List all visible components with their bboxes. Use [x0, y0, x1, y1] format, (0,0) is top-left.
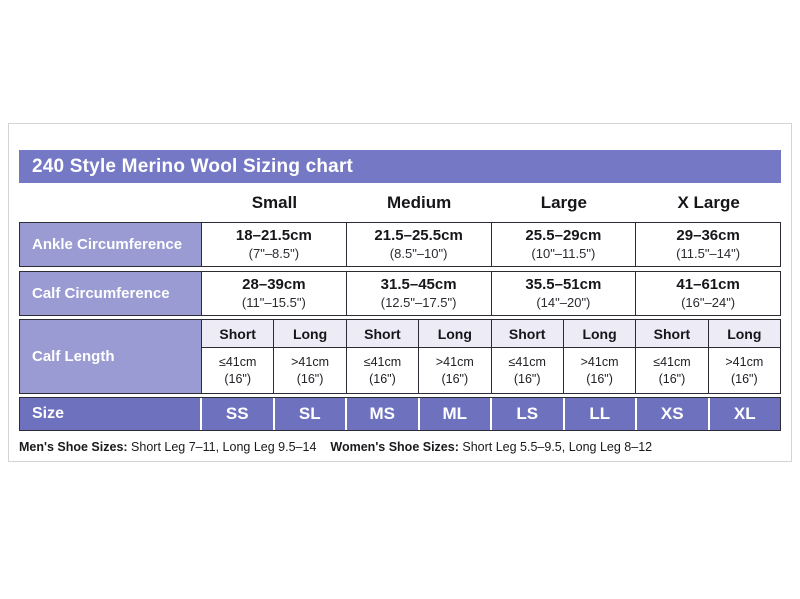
value-cm: 29–36cm	[676, 227, 740, 244]
value-inches: (14"–20")	[536, 294, 591, 310]
table-cell: >41cm (16")	[273, 348, 346, 393]
table-cell: 29–36cm (11.5"–14")	[635, 223, 780, 266]
calf-length-note: (16")	[296, 371, 324, 386]
calf-length-value: >41cm	[725, 355, 764, 370]
subheader-long: Long	[418, 320, 491, 347]
subheader-short: Short	[345, 320, 419, 347]
table-cell: ≤41cm (16")	[635, 348, 708, 393]
chart-title-bar: 240 Style Merino Wool Sizing chart	[19, 150, 781, 183]
table-row-calf-circumference: Calf Circumference 28–39cm (11"–15.5") 3…	[19, 271, 781, 316]
header-spacer	[19, 193, 202, 218]
size-cell-ml: ML	[417, 398, 491, 430]
sizing-table: Small Medium Large X Large Ankle Circumf…	[19, 193, 781, 431]
size-cell-sl: SL	[272, 398, 346, 430]
row-label-ankle-circumference: Ankle Circumference	[20, 223, 202, 266]
calf-length-value: >41cm	[435, 355, 474, 370]
calf-length-value: ≤41cm	[653, 355, 691, 370]
value-inches: (7"–8.5")	[248, 245, 300, 261]
table-cell: 18–21.5cm (7"–8.5")	[202, 223, 346, 266]
table-row-calf-length: Calf Length Short Long Short Long Short …	[19, 319, 781, 394]
subheader-long: Long	[562, 320, 636, 347]
calf-length-note: (16")	[224, 371, 252, 386]
value-cm: 21.5–25.5cm	[374, 227, 463, 244]
value-inches: (16"–24")	[681, 294, 736, 310]
ankle-values: 18–21.5cm (7"–8.5") 21.5–25.5cm (8.5"–10…	[202, 223, 780, 266]
table-cell: ≤41cm (16")	[202, 348, 274, 393]
size-column-header-row: Small Medium Large X Large	[19, 193, 781, 218]
value-inches: (11.5"–14")	[676, 245, 741, 261]
table-cell: >41cm (16")	[418, 348, 491, 393]
calf-length-value: ≤41cm	[363, 355, 402, 370]
size-values: SS SL MS ML LS LL XS XL	[202, 398, 780, 430]
table-cell: ≤41cm (16")	[345, 348, 419, 393]
value-inches: (11"–15.5")	[241, 294, 306, 310]
calf-length-subheader-row: Short Long Short Long Short Long Short L…	[202, 320, 780, 348]
column-header-medium: Medium	[387, 193, 452, 212]
table-cell: 35.5–51cm (14"–20")	[490, 272, 636, 315]
value-cm: 28–39cm	[242, 276, 306, 293]
calf-length-note: (16")	[513, 371, 541, 386]
calf-length-value: ≤41cm	[508, 355, 546, 370]
table-cell: 21.5–25.5cm (8.5"–10")	[345, 223, 491, 266]
calf-circumference-values: 28–39cm (11"–15.5") 31.5–45cm (12.5"–17.…	[202, 272, 780, 315]
calf-length-values: Short Long Short Long Short Long Short L…	[202, 320, 780, 393]
calf-length-note: (16")	[586, 371, 613, 386]
sizing-chart-card: 240 Style Merino Wool Sizing chart Small…	[8, 123, 792, 462]
calf-length-value: >41cm	[580, 355, 619, 370]
calf-length-value: >41cm	[291, 355, 329, 370]
table-cell: 25.5–29cm (10"–11.5")	[490, 223, 636, 266]
calf-length-note: (16")	[730, 371, 758, 386]
row-label-size: Size	[20, 398, 202, 430]
subheader-long: Long	[273, 320, 346, 347]
size-cell-ls: LS	[490, 398, 563, 430]
size-cell-ll: LL	[562, 398, 636, 430]
mens-shoe-sizes-label: Men's Shoe Sizes:	[19, 440, 128, 454]
table-cell: 28–39cm (11"–15.5")	[202, 272, 346, 315]
calf-length-value-row: ≤41cm (16") >41cm (16") ≤41cm (16") >4	[202, 348, 780, 393]
chart-title: 240 Style Merino Wool Sizing chart	[32, 155, 354, 177]
value-cm: 41–61cm	[676, 276, 740, 293]
value-cm: 18–21.5cm	[235, 227, 312, 244]
value-cm: 31.5–45cm	[380, 276, 457, 293]
row-label-calf-length: Calf Length	[20, 320, 202, 393]
value-cm: 25.5–29cm	[525, 227, 602, 244]
table-cell: >41cm (16")	[562, 348, 636, 393]
value-inches: (8.5"–10")	[389, 245, 448, 261]
calf-length-note: (16")	[441, 371, 469, 386]
calf-length-value: ≤41cm	[218, 355, 257, 370]
subheader-short: Short	[635, 320, 708, 347]
value-inches: (10"–11.5")	[531, 245, 596, 261]
womens-shoe-sizes-text: Short Leg 5.5–9.5, Long Leg 8–12	[462, 440, 653, 454]
table-row-ankle-circumference: Ankle Circumference 18–21.5cm (7"–8.5") …	[19, 222, 781, 267]
size-cell-ms: MS	[345, 398, 418, 430]
column-header-large: Large	[540, 193, 588, 212]
table-cell: 41–61cm (16"–24")	[635, 272, 780, 315]
subheader-short: Short	[490, 320, 563, 347]
mens-shoe-sizes-text: Short Leg 7–11, Long Leg 9.5–14	[131, 440, 317, 454]
column-header-small: Small	[251, 193, 298, 212]
size-cell-ss: SS	[225, 404, 249, 423]
womens-shoe-sizes-label: Women's Shoe Sizes:	[330, 440, 459, 454]
size-cell-xs: XS	[635, 398, 708, 430]
column-header-xlarge: X Large	[677, 193, 740, 212]
calf-length-note: (16")	[369, 371, 396, 386]
subheader-short: Short	[202, 320, 274, 347]
subheader-long: Long	[707, 320, 780, 347]
table-cell: ≤41cm (16")	[490, 348, 563, 393]
table-row-size: Size SS SL MS ML LS LL XS XL	[19, 397, 781, 431]
table-cell: 31.5–45cm (12.5"–17.5")	[345, 272, 491, 315]
value-inches: (12.5"–17.5")	[380, 294, 457, 310]
row-label-calf-circumference: Calf Circumference	[20, 272, 202, 315]
size-cell-xl: XL	[707, 398, 781, 430]
value-cm: 35.5–51cm	[525, 276, 602, 293]
table-cell: >41cm (16")	[707, 348, 780, 393]
shoe-size-footnote: Men's Shoe Sizes: Short Leg 7–11, Long L…	[19, 440, 781, 454]
calf-length-note: (16")	[658, 371, 686, 386]
